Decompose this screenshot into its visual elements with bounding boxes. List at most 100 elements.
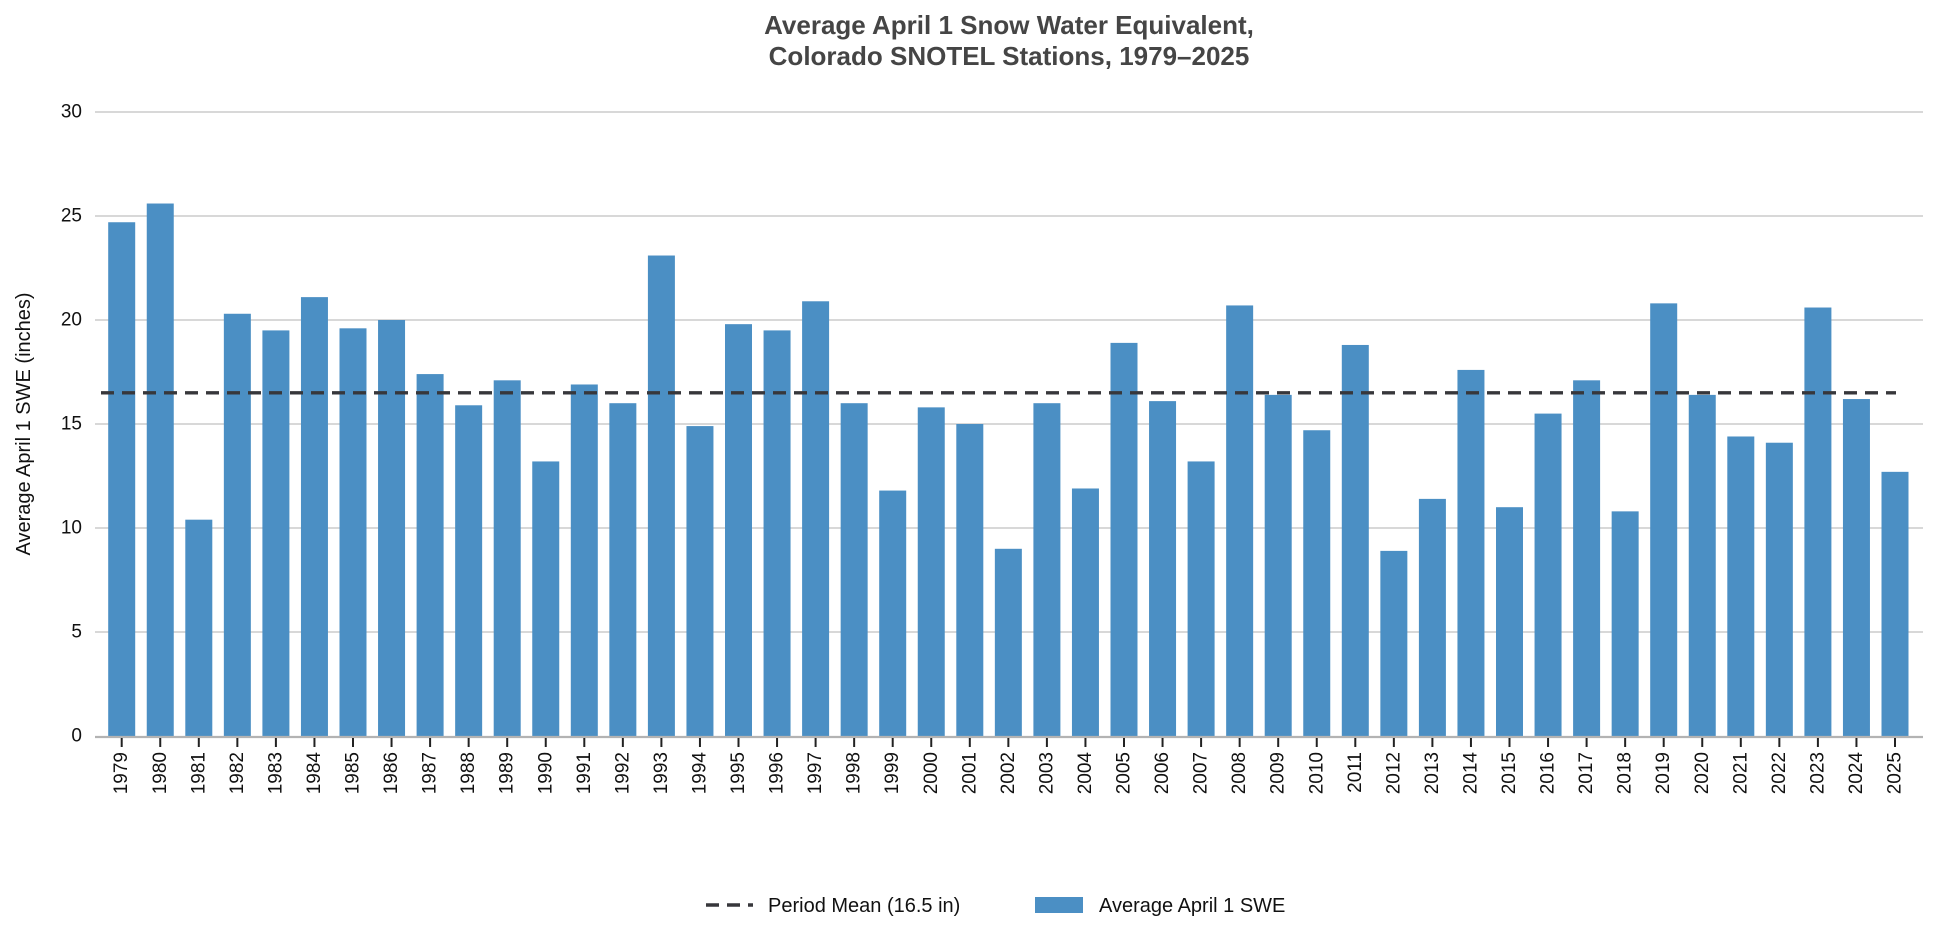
x-tick-label-2004: 2004 xyxy=(1075,752,1096,795)
x-tick-label-1987: 1987 xyxy=(420,752,441,794)
bar-2017 xyxy=(1573,380,1601,736)
x-tick-label-2016: 2016 xyxy=(1538,752,1559,794)
bar-2003 xyxy=(1033,403,1061,736)
bar-1989 xyxy=(493,380,521,736)
x-tick-label-2017: 2017 xyxy=(1576,752,1597,794)
bar-1999 xyxy=(879,490,907,736)
bar-1981 xyxy=(185,519,213,736)
x-tick-label-1991: 1991 xyxy=(574,752,595,794)
x-tick-label-1986: 1986 xyxy=(381,752,402,794)
bar-1986 xyxy=(378,320,406,736)
chart-title-line1: Average April 1 Snow Water Equivalent, xyxy=(764,10,1254,40)
bar-2013 xyxy=(1418,498,1446,736)
x-tick-label-1988: 1988 xyxy=(458,752,479,794)
x-tick-label-2025: 2025 xyxy=(1885,752,1906,794)
bar-2010 xyxy=(1303,430,1331,736)
chart-title-line2: Colorado SNOTEL Stations, 1979–2025 xyxy=(769,41,1250,71)
legend-mean-label: Period Mean (16.5 in) xyxy=(768,895,960,917)
x-tick-label-2018: 2018 xyxy=(1615,752,1636,794)
bar-1994 xyxy=(686,426,714,736)
x-tick-label-1995: 1995 xyxy=(728,752,749,794)
bar-1991 xyxy=(570,384,598,736)
x-tick-label-1992: 1992 xyxy=(612,752,633,794)
x-tick-label-1990: 1990 xyxy=(535,752,556,794)
bar-2005 xyxy=(1110,342,1138,736)
x-tick-label-2020: 2020 xyxy=(1692,752,1713,794)
x-tick-label-2011: 2011 xyxy=(1345,752,1366,793)
x-tick-label-2019: 2019 xyxy=(1653,752,1674,794)
bar-1987 xyxy=(416,374,444,736)
legend-series-label: Average April 1 SWE xyxy=(1099,895,1285,917)
x-tick-label-1994: 1994 xyxy=(689,752,710,795)
bar-1988 xyxy=(455,405,483,736)
bar-2018 xyxy=(1611,511,1639,736)
bar-1979 xyxy=(108,222,136,737)
bar-2011 xyxy=(1341,344,1369,736)
x-tick-label-2013: 2013 xyxy=(1422,752,1443,794)
bar-1980 xyxy=(146,203,174,736)
x-tick-label-2024: 2024 xyxy=(1846,752,1867,795)
x-tick-label-1985: 1985 xyxy=(343,752,364,794)
bar-2014 xyxy=(1457,369,1485,736)
x-tick-label-2007: 2007 xyxy=(1191,752,1212,794)
x-tick-label-2002: 2002 xyxy=(998,752,1019,794)
bar-1985 xyxy=(339,328,367,736)
x-tick-label-1998: 1998 xyxy=(844,752,865,794)
y-tick-label-5: 5 xyxy=(71,622,82,643)
x-tick-label-2021: 2021 xyxy=(1730,752,1751,794)
bar-2021 xyxy=(1727,436,1755,736)
bar-2024 xyxy=(1842,399,1870,736)
legend: Period Mean (16.5 in) Average April 1 SW… xyxy=(706,895,1285,917)
y-tick-labels-layer: 0 5 10 15 20 25 30 xyxy=(61,102,82,747)
bar-2001 xyxy=(956,424,984,736)
x-tick-label-2012: 2012 xyxy=(1383,752,1404,794)
x-tick-label-2008: 2008 xyxy=(1229,752,1250,794)
bar-1996 xyxy=(763,330,791,736)
bar-2022 xyxy=(1765,442,1793,736)
y-tick-label-25: 25 xyxy=(61,206,82,227)
bar-1990 xyxy=(532,461,560,736)
x-tick-label-1979: 1979 xyxy=(111,752,132,794)
x-tick-label-1989: 1989 xyxy=(497,752,518,794)
bar-1995 xyxy=(725,324,752,736)
x-tick-label-2009: 2009 xyxy=(1268,752,1289,794)
y-tick-label-20: 20 xyxy=(61,310,82,331)
bar-2020 xyxy=(1688,394,1716,736)
bar-1982 xyxy=(223,313,251,736)
x-tick-label-1981: 1981 xyxy=(188,752,209,794)
bar-2009 xyxy=(1264,394,1292,736)
x-tick-label-1997: 1997 xyxy=(805,752,826,794)
bar-2012 xyxy=(1380,550,1408,736)
bar-2006 xyxy=(1149,401,1177,736)
legend-bar-swatch xyxy=(1035,897,1083,913)
bar-1983 xyxy=(262,330,290,736)
bar-2004 xyxy=(1071,488,1099,736)
bar-2007 xyxy=(1187,461,1215,736)
bar-2008 xyxy=(1226,305,1254,736)
x-tick-label-2010: 2010 xyxy=(1306,752,1327,794)
bar-2002 xyxy=(994,548,1022,736)
x-tick-label-2023: 2023 xyxy=(1807,752,1828,794)
bars-layer xyxy=(108,203,1909,737)
x-tick-labels-layer: 1979 1980 1981 1982 1983 1984 1985 1986 1987 1988… xyxy=(111,752,1905,795)
bar-2016 xyxy=(1534,413,1562,736)
bar-2000 xyxy=(917,407,945,736)
x-tick-label-1984: 1984 xyxy=(304,752,325,795)
x-tick-label-1982: 1982 xyxy=(227,752,248,794)
bar-2023 xyxy=(1804,307,1832,736)
x-tick-label-2015: 2015 xyxy=(1499,752,1520,794)
bar-1997 xyxy=(802,301,830,736)
y-tick-label-10: 10 xyxy=(61,518,82,539)
y-tick-label-0: 0 xyxy=(71,726,82,747)
bar-1992 xyxy=(609,403,637,736)
bar-1984 xyxy=(300,297,328,736)
bar-2015 xyxy=(1496,507,1523,736)
x-tick-label-1996: 1996 xyxy=(767,752,788,794)
y-axis-title: Average April 1 SWE (inches) xyxy=(13,292,35,555)
x-tick-label-1983: 1983 xyxy=(265,752,286,794)
x-tick-label-2014: 2014 xyxy=(1460,752,1481,795)
bar-1998 xyxy=(840,403,868,736)
bar-2025 xyxy=(1881,471,1909,736)
